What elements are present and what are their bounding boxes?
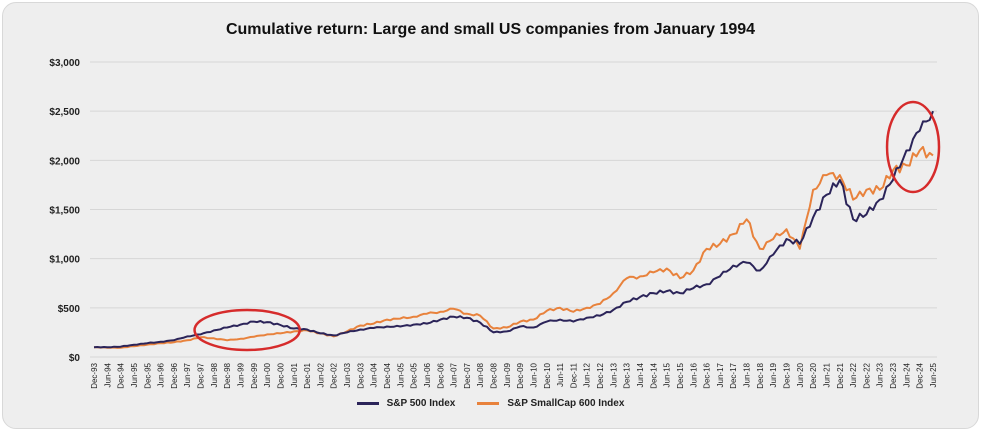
y-tick-label: $2,500 bbox=[49, 107, 80, 118]
x-tick-label: Jun-02 bbox=[316, 362, 325, 387]
x-tick-label: Dec-00 bbox=[276, 362, 285, 388]
x-tick-label: Jun-17 bbox=[716, 362, 725, 387]
y-tick-label: $1,000 bbox=[49, 255, 80, 266]
x-tick-label: Jun-16 bbox=[689, 362, 698, 387]
x-tick-label: Jun-98 bbox=[210, 362, 219, 387]
series-line-sp500 bbox=[93, 110, 934, 349]
x-tick-label: Jun-25 bbox=[929, 362, 938, 387]
x-tick-label: Jun-14 bbox=[636, 362, 645, 387]
legend-label: S&P 500 Index bbox=[386, 398, 456, 409]
x-tick-label: Dec-93 bbox=[90, 362, 99, 388]
annotation-circle bbox=[193, 308, 302, 352]
legend-item-sp500: S&P 500 Index bbox=[356, 398, 456, 409]
x-tick-label: Jun-08 bbox=[476, 362, 485, 387]
x-tick-label: Dec-17 bbox=[729, 362, 738, 388]
x-tick-label: Dec-11 bbox=[569, 362, 578, 388]
x-tick-label: Dec-97 bbox=[197, 362, 206, 388]
legend-swatch bbox=[477, 402, 500, 405]
x-tick-label: Jun-03 bbox=[343, 362, 352, 387]
x-tick-label: Jun-04 bbox=[370, 362, 379, 387]
x-tick-label: Dec-04 bbox=[383, 362, 392, 388]
x-tick-label: Dec-15 bbox=[676, 362, 685, 388]
x-tick-label: Dec-19 bbox=[783, 362, 792, 388]
x-tick-label: Dec-94 bbox=[117, 362, 126, 388]
x-tick-label: Jun-07 bbox=[450, 362, 459, 387]
x-tick-label: Dec-03 bbox=[356, 362, 365, 388]
legend: S&P 500 Index S&P SmallCap 600 Index bbox=[0, 398, 981, 409]
legend-label: S&P SmallCap 600 Index bbox=[507, 398, 625, 409]
x-tick-label: Jun-11 bbox=[556, 362, 565, 386]
x-tick-label: Jun-99 bbox=[236, 362, 245, 387]
x-tick-label: Dec-24 bbox=[916, 362, 925, 388]
x-tick-label: Jun-12 bbox=[583, 362, 592, 387]
x-tick-label: Dec-96 bbox=[170, 362, 179, 388]
x-tick-label: Dec-95 bbox=[143, 362, 152, 388]
x-tick-label: Dec-22 bbox=[862, 362, 871, 388]
annotation-circle bbox=[885, 100, 941, 194]
x-tick-label: Jun-95 bbox=[130, 362, 139, 387]
x-tick-label: Jun-05 bbox=[396, 362, 405, 387]
x-tick-label: Dec-20 bbox=[809, 362, 818, 388]
x-tick-label: Jun-20 bbox=[796, 362, 805, 387]
x-tick-label: Jun-19 bbox=[769, 362, 778, 387]
x-tick-label: Dec-09 bbox=[516, 362, 525, 388]
x-tick-label: Jun-10 bbox=[529, 362, 538, 387]
x-tick-label: Jun-15 bbox=[663, 362, 672, 387]
series-line-smallcap600 bbox=[93, 145, 934, 349]
legend-swatch bbox=[356, 402, 379, 405]
x-tick-label: Jun-00 bbox=[263, 362, 272, 387]
legend-item-smallcap: S&P SmallCap 600 Index bbox=[477, 398, 624, 409]
y-tick-label: $2,000 bbox=[49, 156, 80, 167]
y-tick-label: $500 bbox=[58, 304, 81, 315]
x-tick-label: Dec-05 bbox=[410, 362, 419, 388]
x-tick-label: Jun-18 bbox=[743, 362, 752, 387]
x-tick-label: Dec-18 bbox=[756, 362, 765, 388]
chart-title: Cumulative return: Large and small US co… bbox=[225, 21, 756, 38]
x-tick-label: Dec-23 bbox=[889, 362, 898, 388]
x-tick-label: Dec-06 bbox=[436, 362, 445, 388]
x-tick-label: Dec-98 bbox=[223, 362, 232, 388]
x-tick-label: Jun-94 bbox=[103, 362, 112, 387]
x-tick-label: Dec-02 bbox=[330, 362, 339, 388]
x-tick-label: Dec-16 bbox=[703, 362, 712, 388]
y-tick-label: $3,000 bbox=[49, 58, 80, 69]
y-tick-label: $0 bbox=[69, 353, 81, 364]
x-tick-label: Jun-09 bbox=[503, 362, 512, 387]
x-tick-label: Jun-06 bbox=[423, 362, 432, 387]
x-tick-label: Dec-21 bbox=[836, 362, 845, 388]
x-tick-label: Dec-07 bbox=[463, 362, 472, 388]
x-tick-label: Dec-13 bbox=[623, 362, 632, 388]
x-tick-label: Jun-21 bbox=[822, 362, 831, 387]
x-tick-label: Dec-12 bbox=[596, 362, 605, 388]
x-tick-label: Jun-13 bbox=[609, 362, 618, 387]
x-tick-label: Jun-97 bbox=[183, 362, 192, 387]
x-tick-label: Dec-99 bbox=[250, 362, 259, 388]
x-tick-label: Jun-23 bbox=[876, 362, 885, 387]
x-tick-label: Dec-08 bbox=[490, 362, 499, 388]
x-tick-label: Jun-22 bbox=[849, 362, 858, 387]
x-tick-label: Dec-10 bbox=[543, 362, 552, 388]
y-tick-label: $1,500 bbox=[49, 206, 80, 217]
x-tick-label: Jun-96 bbox=[157, 362, 166, 387]
x-tick-label: Dec-01 bbox=[303, 362, 312, 388]
x-tick-label: Jun-24 bbox=[902, 362, 911, 387]
x-tick-label: Jun-01 bbox=[290, 362, 299, 387]
x-tick-label: Dec-14 bbox=[649, 362, 658, 388]
